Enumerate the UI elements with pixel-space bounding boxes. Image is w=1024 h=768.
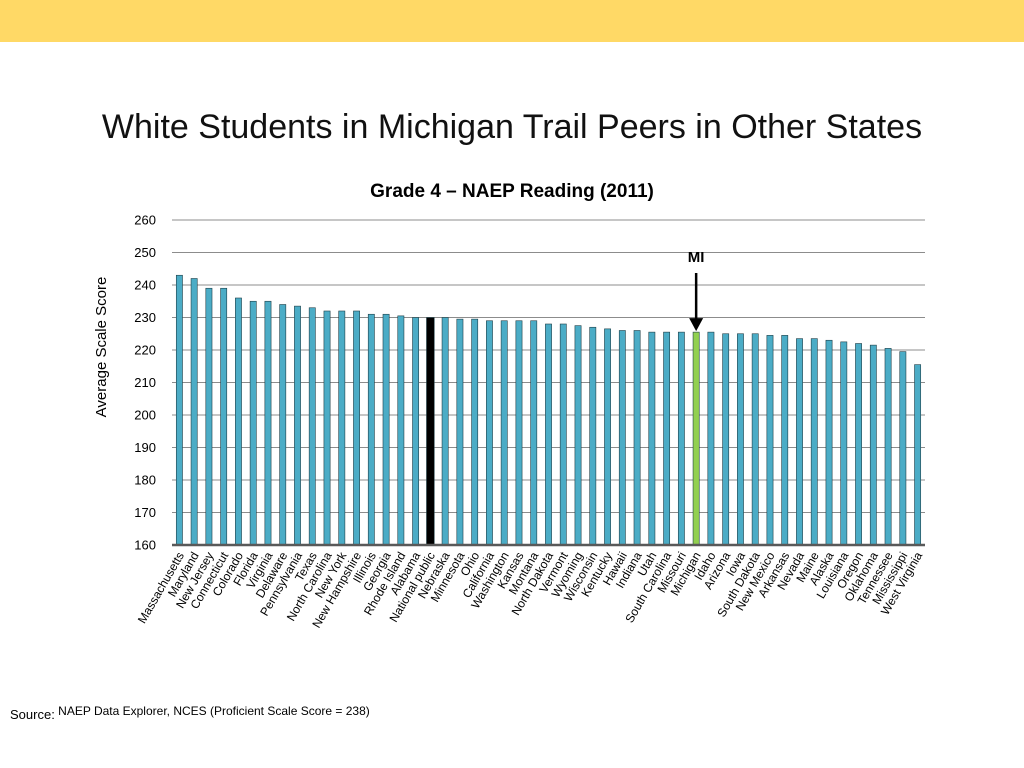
bar-massachusetts	[175, 274, 183, 546]
bar-oklahoma	[869, 344, 877, 546]
top-banner	[0, 0, 1024, 42]
bar-louisiana	[840, 341, 848, 546]
y-tick-label: 170	[134, 505, 156, 520]
bar-national-public	[426, 317, 435, 546]
bar-south-carolina	[663, 331, 671, 546]
bar-minnesota	[456, 318, 464, 546]
y-tick-label: 240	[134, 278, 156, 293]
bar-florida	[249, 300, 257, 546]
y-tick-label: 200	[134, 408, 156, 423]
bar-pennsylvania	[294, 305, 301, 546]
bar-georgia	[382, 313, 390, 546]
bar-ohio	[471, 318, 479, 546]
source-note: Source: NAEP Data Explorer, NCES (Profic…	[10, 704, 370, 722]
bar-west-virginia	[914, 364, 922, 546]
bar-kentucky	[604, 328, 611, 546]
y-tick-label: 260	[134, 213, 156, 228]
bar-virginia	[264, 300, 272, 546]
bar-vermont	[559, 323, 567, 546]
bar-nevada	[796, 338, 803, 546]
y-tick-label: 210	[134, 375, 156, 390]
bar-montana	[530, 320, 538, 546]
bar-new-york	[338, 310, 346, 546]
bar-new-hampshire	[353, 310, 360, 546]
y-axis-label: Average Scale Score	[93, 277, 110, 418]
bar-arkansas	[781, 335, 789, 546]
bar-nebraska	[441, 317, 449, 546]
annotation-arrow-head	[689, 318, 704, 332]
slide-title: White Students in Michigan Trail Peers i…	[101, 108, 923, 146]
bar-illinois	[367, 313, 375, 546]
bar-wisconsin	[589, 326, 597, 546]
source-label: Source:	[10, 707, 55, 722]
bar-california	[486, 320, 493, 546]
bar-alabama	[412, 317, 420, 546]
bar-wyoming	[574, 325, 582, 546]
bar-connecticut	[220, 287, 228, 546]
bar-utah	[648, 331, 656, 546]
bar-south-dakota	[751, 333, 759, 546]
bar-new-jersey	[205, 287, 213, 546]
y-tick-label: 160	[134, 538, 156, 553]
annotation-label: MI	[688, 249, 705, 266]
bar-idaho	[707, 331, 715, 546]
bar-indiana	[633, 330, 641, 546]
bar-iowa	[737, 333, 744, 546]
bar-north-carolina	[323, 310, 331, 546]
bar-delaware	[279, 304, 287, 546]
bar-michigan	[692, 331, 700, 546]
bar-oregon	[855, 343, 862, 546]
y-tick-label: 180	[134, 473, 156, 488]
chart-title: Grade 4 – NAEP Reading (2011)	[370, 181, 654, 202]
source-text: NAEP Data Explorer, NCES (Proficient Sca…	[58, 704, 370, 718]
bar-alaska	[825, 339, 833, 546]
bar-maine	[810, 338, 818, 546]
bar-washington	[500, 320, 508, 546]
bar-kansas	[515, 320, 523, 546]
bar-new-mexico	[766, 335, 774, 546]
bar-maryland	[190, 278, 198, 546]
bar-missouri	[677, 331, 685, 546]
bar-north-dakota	[545, 323, 552, 546]
y-tick-label: 230	[134, 310, 156, 325]
bar-texas	[308, 307, 316, 546]
bar-colorado	[235, 297, 242, 546]
y-tick-label: 190	[134, 440, 156, 455]
bar-mississippi	[899, 351, 907, 546]
y-tick-label: 250	[134, 245, 156, 260]
bar-arizona	[722, 333, 730, 546]
bar-rhode-island	[397, 315, 405, 546]
y-tick-label: 220	[134, 343, 156, 358]
bar-hawaii	[618, 330, 626, 546]
bar-tennessee	[884, 348, 892, 546]
